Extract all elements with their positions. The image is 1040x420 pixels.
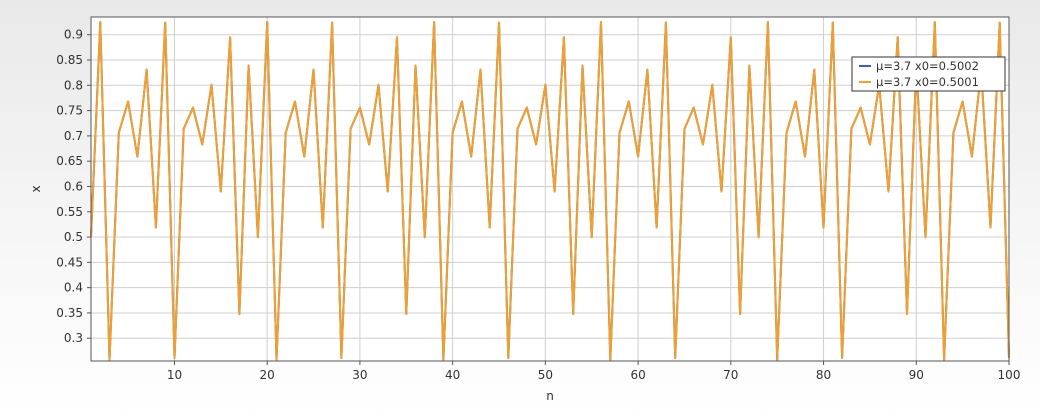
y-tick-label: 0.7 — [64, 129, 83, 143]
y-tick-label: 0.9 — [64, 28, 83, 42]
x-tick-label: 100 — [998, 368, 1021, 382]
y-tick-label: 0.45 — [56, 255, 83, 269]
y-tick-label: 0.75 — [56, 104, 83, 118]
x-axis-ticks: 10 20 30 40 50 60 70 80 90 100 — [167, 361, 1021, 382]
x-tick-label: 20 — [260, 368, 275, 382]
y-tick-label: 0.85 — [56, 53, 83, 67]
legend-label-series-1: μ=3.7 x0=0.5002 — [876, 59, 979, 73]
x-tick-label: 40 — [445, 368, 460, 382]
x-tick-label: 90 — [909, 368, 924, 382]
plot-border — [90, 16, 1010, 362]
series-line-2 — [90, 21, 1010, 361]
series-layer — [90, 21, 1010, 361]
y-tick-label: 0.3 — [64, 331, 83, 345]
y-tick-label: 0.35 — [56, 306, 83, 320]
y-tick-label: 0.5 — [64, 230, 83, 244]
y-tick-label: 0.6 — [64, 179, 83, 193]
x-tick-label: 50 — [538, 368, 553, 382]
y-tick-label: 0.65 — [56, 154, 83, 168]
x-tick-label: 60 — [630, 368, 645, 382]
x-tick-label: 30 — [352, 368, 367, 382]
y-tick-label: 0.4 — [64, 281, 83, 295]
x-axis-label: n — [546, 389, 554, 403]
legend[interactable]: μ=3.7 x0=0.5002 μ=3.7 x0=0.5001 — [851, 56, 1006, 92]
y-tick-label: 0.8 — [64, 78, 83, 92]
legend-label-series-2: μ=3.7 x0=0.5001 — [876, 75, 979, 89]
legend-box — [851, 56, 1006, 92]
x-tick-label: 70 — [723, 368, 738, 382]
y-tick-label: 0.55 — [56, 205, 83, 219]
y-axis-ticks: 0.3 0.35 0.4 0.45 0.5 0.55 0.6 0.65 0.7 0.75 0.8 0.… — [56, 28, 91, 345]
x-tick-label: 80 — [816, 368, 831, 382]
x-tick-label: 10 — [167, 368, 182, 382]
y-axis-label: x — [29, 185, 43, 192]
